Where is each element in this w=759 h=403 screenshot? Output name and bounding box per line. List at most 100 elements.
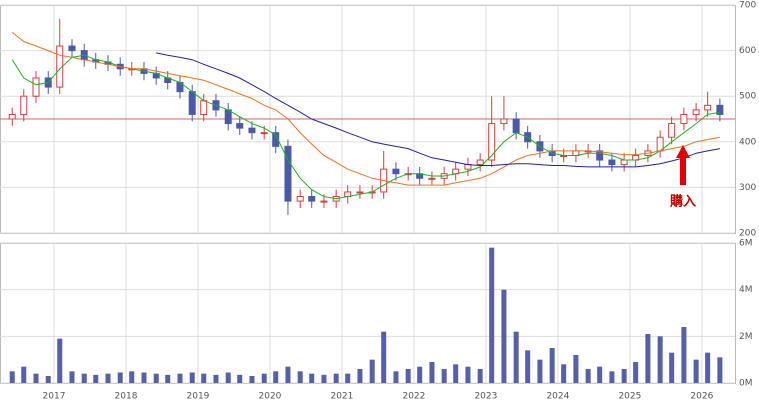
volume-bar <box>201 373 207 383</box>
volume-bar <box>597 366 603 383</box>
candle-body <box>320 200 328 203</box>
x-tick-label: 2024 <box>546 392 569 402</box>
candle-body <box>68 45 76 52</box>
volume-bar <box>621 369 627 383</box>
volume-bar <box>681 327 687 383</box>
y-tick-label: 700 <box>739 1 756 11</box>
x-tick-label: 2026 <box>690 392 713 402</box>
buy-arrow <box>676 145 690 185</box>
candle-body <box>704 104 712 111</box>
candle-body <box>8 113 16 120</box>
volume-bar <box>705 352 711 383</box>
candle-body <box>488 123 496 161</box>
volume-panel <box>0 243 736 384</box>
volume-bar <box>177 373 183 383</box>
volume-bar <box>9 371 15 383</box>
volume-bar <box>213 374 219 383</box>
moving-average-line <box>156 52 720 168</box>
volume-bar <box>249 376 255 383</box>
volume-bar <box>357 369 363 383</box>
candle-body <box>716 104 724 115</box>
x-tick-label: 2017 <box>43 392 66 402</box>
volume-bar <box>561 364 567 383</box>
candle-body <box>188 91 196 115</box>
volume-bar <box>441 369 447 383</box>
candle-body <box>248 127 256 134</box>
volume-bar <box>609 371 615 383</box>
volume-bar <box>237 374 243 383</box>
volume-bar <box>573 355 579 383</box>
volume-bar <box>417 366 423 383</box>
volume-bar <box>33 373 39 383</box>
volume-bar <box>189 372 195 383</box>
volume-bar <box>465 366 471 383</box>
y-tick-label: 6M <box>739 239 753 249</box>
candle-body <box>260 132 268 135</box>
candle-body <box>464 164 472 170</box>
y-tick-label: 200 <box>739 229 756 239</box>
x-tick-label: 2021 <box>330 392 353 402</box>
volume-bar <box>513 331 519 383</box>
x-tick-label: 2020 <box>259 392 282 402</box>
candle-body <box>692 109 700 115</box>
volume-bar <box>645 334 651 383</box>
volume-bar <box>393 371 399 383</box>
mark-layer <box>0 18 735 383</box>
candle-body <box>392 168 400 175</box>
volume-bar <box>141 372 147 383</box>
y-tick-label: 2M <box>739 332 753 342</box>
candle-body <box>296 196 304 202</box>
volume-bar <box>549 348 555 383</box>
volume-bar <box>93 374 99 383</box>
volume-bar <box>489 247 495 383</box>
volume-bar <box>225 372 231 383</box>
candle-body <box>236 123 244 129</box>
volume-bar <box>153 373 159 383</box>
volume-bar <box>165 374 171 383</box>
volume-bar <box>333 373 339 383</box>
volume-bar <box>81 373 87 383</box>
volume-bar <box>57 338 63 383</box>
volume-bar <box>585 369 591 383</box>
y-tick-label: 500 <box>739 92 756 102</box>
volume-bar <box>525 350 531 383</box>
candle-body <box>284 145 292 202</box>
y-tick-label: 300 <box>739 183 756 193</box>
volume-bar <box>717 357 723 383</box>
volume-bar <box>381 331 387 383</box>
candle-body <box>224 109 232 125</box>
volume-bar <box>105 373 111 383</box>
volume-bar <box>501 289 507 383</box>
annotation: 購入 <box>669 194 696 210</box>
x-tick-label: 2018 <box>115 392 138 402</box>
volume-bar <box>633 362 639 383</box>
candle-body <box>200 100 208 115</box>
candle-body <box>608 159 616 166</box>
volume-bar <box>69 371 75 383</box>
x-tick-label: 2023 <box>474 392 497 402</box>
volume-bar <box>345 373 351 383</box>
volume-bar <box>117 372 123 383</box>
candle-body <box>428 177 436 180</box>
moving-average-line <box>11 32 720 186</box>
x-tick-label: 2025 <box>618 392 641 402</box>
candle-body <box>620 159 628 166</box>
volume-bar <box>537 359 543 383</box>
candle-body <box>272 132 280 147</box>
y-tick-label: 400 <box>739 137 756 147</box>
volume-bar <box>129 371 135 383</box>
volume-bar <box>453 364 459 383</box>
volume-bar <box>297 371 303 383</box>
volume-bar <box>669 352 675 383</box>
candle-body <box>512 118 520 134</box>
volume-bar <box>321 374 327 383</box>
candle-body <box>20 95 28 115</box>
volume-bar <box>273 371 279 383</box>
y-tick-label: 4M <box>739 285 753 295</box>
volume-bar <box>429 362 435 383</box>
volume-bar <box>285 366 291 383</box>
volume-bar <box>369 359 375 383</box>
candle-body <box>476 159 484 166</box>
volume-bar <box>261 373 267 383</box>
